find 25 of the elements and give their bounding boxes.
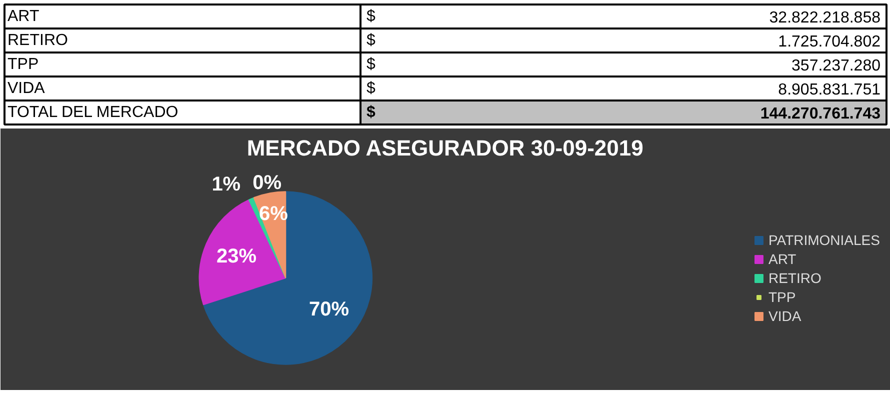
text: 144.270.761.743 (760, 106, 881, 122)
chart-title: MERCADO ASEGURADOR 30-09-2019 (246, 136, 644, 160)
text: $ (366, 80, 376, 97)
legend-label: PATRIMONIALES (768, 232, 880, 248)
text: TPP (8, 56, 39, 73)
text: $ (366, 104, 376, 121)
text: ART (8, 8, 40, 25)
text: 8.905.831.751 (778, 82, 881, 98)
data-label: 23% (216, 246, 257, 268)
text: 0% (252, 172, 282, 194)
legend-label: TPP (768, 288, 796, 304)
legend-label: RETIRO (768, 270, 822, 286)
data-label: 1% (212, 173, 241, 196)
text: TOTAL DEL MERCADO (8, 104, 178, 121)
data-label: 70% (308, 298, 350, 321)
text: $ (366, 56, 376, 73)
text: 357.237.280 (792, 58, 881, 74)
text: 1.725.704.802 (778, 34, 881, 50)
text: 32.822.218.858 (769, 10, 881, 26)
text: $ (366, 8, 376, 25)
text: $ (366, 32, 376, 49)
legend-label: VIDA (768, 308, 802, 324)
text: RETIRO (8, 32, 68, 49)
text: VIDA (8, 80, 46, 97)
legend-label: ART (768, 250, 796, 266)
